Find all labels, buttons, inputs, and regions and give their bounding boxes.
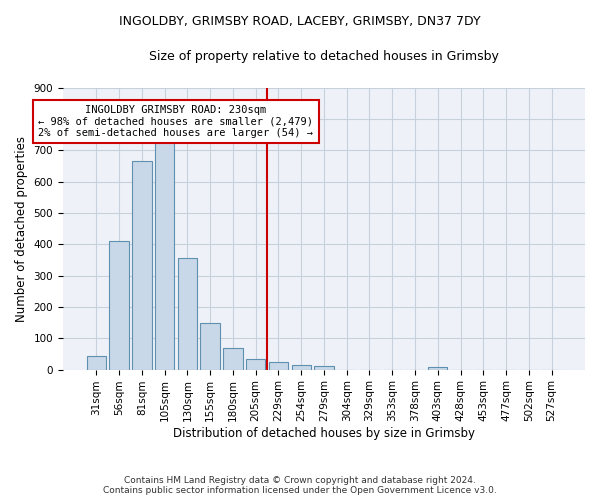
Bar [223,348,242,370]
Bar [155,134,174,370]
Text: Contains HM Land Registry data © Crown copyright and database right 2024.
Contai: Contains HM Land Registry data © Crown c… [103,476,497,495]
Bar [178,258,197,370]
Bar [269,362,288,370]
Text: INGOLDBY, GRIMSBY ROAD, LACEBY, GRIMSBY, DN37 7DY: INGOLDBY, GRIMSBY ROAD, LACEBY, GRIMSBY,… [119,15,481,28]
Bar [314,366,334,370]
Bar [86,356,106,370]
Bar [428,368,448,370]
Bar [200,324,220,370]
Title: Size of property relative to detached houses in Grimsby: Size of property relative to detached ho… [149,50,499,63]
Text: INGOLDBY GRIMSBY ROAD: 230sqm
← 98% of detached houses are smaller (2,479)
2% of: INGOLDBY GRIMSBY ROAD: 230sqm ← 98% of d… [38,105,313,138]
Bar [109,241,129,370]
Y-axis label: Number of detached properties: Number of detached properties [15,136,28,322]
Bar [292,365,311,370]
Bar [246,358,265,370]
X-axis label: Distribution of detached houses by size in Grimsby: Distribution of detached houses by size … [173,427,475,440]
Bar [132,162,152,370]
